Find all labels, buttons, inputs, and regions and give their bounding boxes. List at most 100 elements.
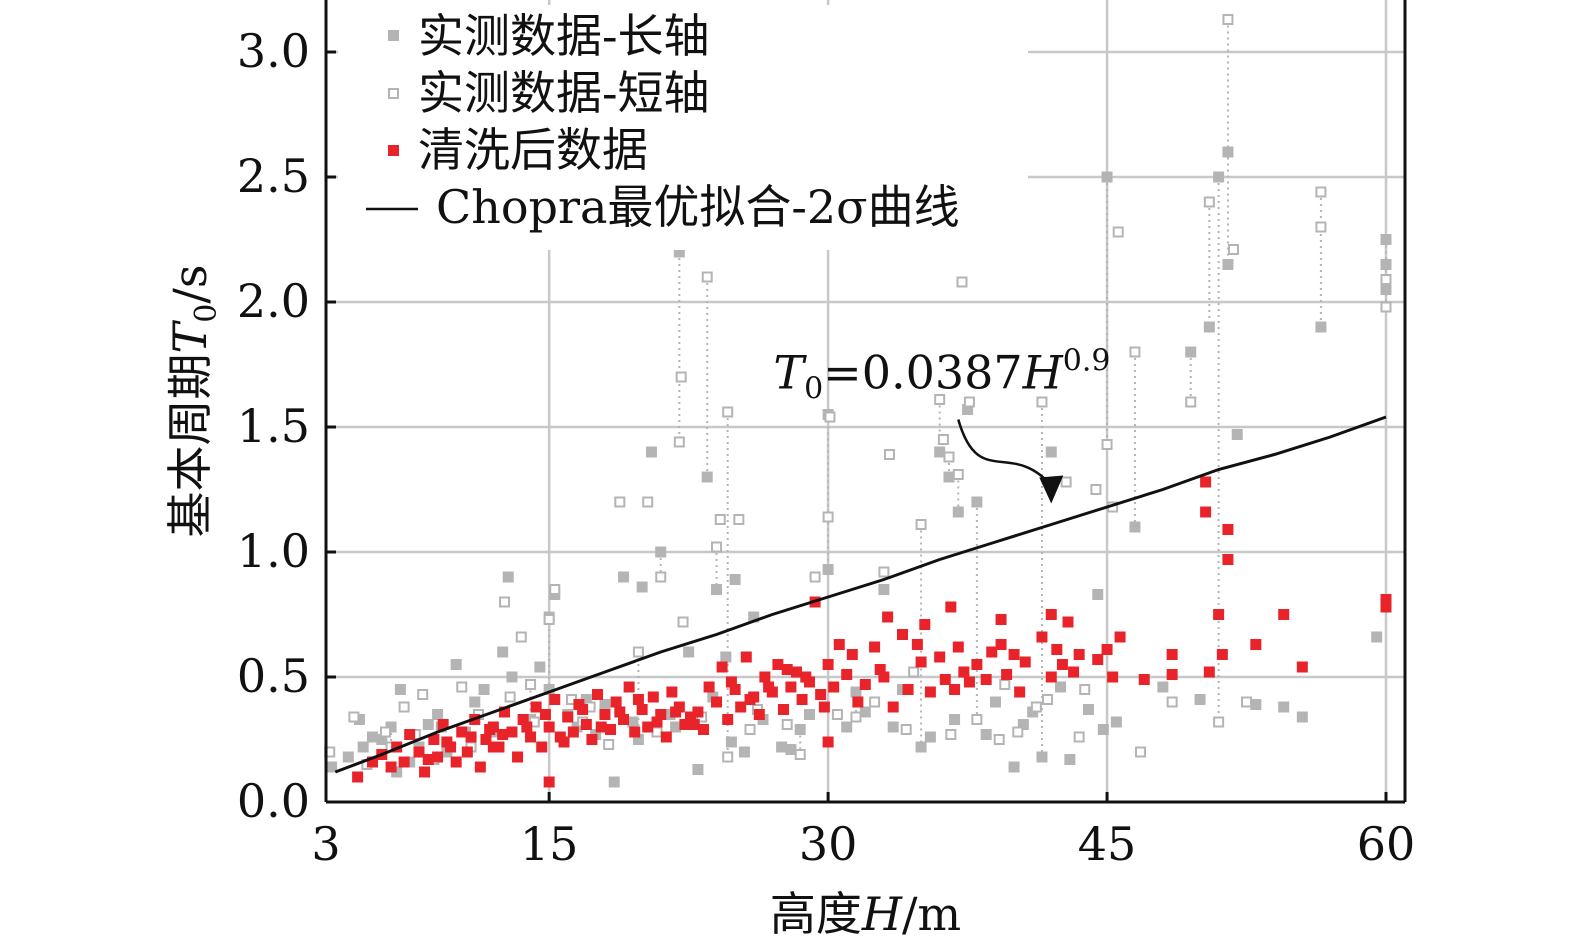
point-cleaned — [1068, 666, 1080, 678]
y-axis-label-unit: /s — [163, 265, 217, 304]
point-measured-long — [887, 721, 899, 733]
point-measured-short — [824, 411, 836, 423]
point-measured-short — [809, 571, 821, 583]
point-cleaned — [1213, 609, 1225, 620]
point-cleaned — [882, 611, 894, 623]
point-cleaned — [543, 721, 555, 733]
point-cleaned — [398, 756, 410, 768]
legend-marker-measured-long — [388, 30, 399, 41]
point-measured-long — [1296, 711, 1308, 723]
point-cleaned — [428, 734, 440, 745]
point-measured-long — [353, 714, 365, 725]
point-cleaned — [698, 724, 710, 735]
point-measured-long — [1110, 716, 1122, 728]
point-cleaned — [688, 719, 700, 730]
x-axis-label: 高度H/m — [770, 887, 961, 941]
point-cleaned — [1073, 649, 1085, 660]
point-cleaned — [521, 721, 533, 733]
point-measured-long — [1203, 321, 1215, 333]
equation-sup: 0.9 — [1063, 344, 1111, 379]
y-tick-label: 2.5 — [237, 149, 310, 203]
point-measured-long — [450, 659, 462, 670]
point-measured-short — [878, 566, 890, 578]
point-measured-short — [1315, 221, 1327, 233]
point-cleaned — [887, 701, 899, 713]
point-measured-long — [422, 719, 434, 730]
point-measured-short — [794, 749, 806, 760]
point-measured-short — [952, 469, 964, 480]
point-cleaned — [1001, 669, 1013, 680]
point-cleaned — [785, 681, 797, 693]
point-measured-long — [326, 761, 338, 773]
point-measured-long — [725, 736, 737, 748]
point-measured-long — [785, 744, 797, 755]
point-measured-long — [618, 571, 630, 583]
point-measured-long — [645, 446, 657, 458]
point-cleaned — [952, 641, 964, 653]
point-measured-long — [1045, 446, 1057, 458]
point-measured-long — [1064, 754, 1076, 765]
point-measured-long — [1315, 321, 1327, 333]
point-cleaned — [777, 704, 789, 715]
point-measured-short — [655, 571, 667, 583]
point-cleaned — [740, 651, 752, 663]
point-measured-long — [627, 716, 639, 728]
point-measured-short — [1101, 439, 1113, 450]
point-measured-long — [469, 696, 481, 708]
point-measured-short — [1090, 484, 1102, 495]
y-axis-label-var: T — [163, 319, 217, 353]
legend-label-cleaned: 清洗后数据 — [418, 123, 648, 177]
point-measured-long — [1129, 521, 1141, 533]
point-measured-long — [1231, 429, 1243, 440]
point-cleaned — [815, 689, 827, 700]
point-cleaned — [543, 776, 555, 788]
point-measured-long — [376, 734, 388, 745]
point-measured-short — [504, 691, 516, 703]
x-axis-label-main: 高度 — [770, 887, 862, 941]
point-cleaned — [1200, 506, 1212, 518]
point-measured-short — [1042, 694, 1054, 705]
point-cleaned — [385, 761, 397, 773]
point-cleaned — [986, 646, 998, 658]
point-measured-long — [478, 684, 490, 695]
x-tick-label: 3 — [311, 817, 340, 871]
point-cleaned — [1200, 476, 1212, 488]
point-measured-long — [915, 741, 927, 753]
point-cleaned — [480, 734, 492, 745]
point-cleaned — [450, 756, 462, 768]
point-cleaned — [592, 689, 604, 700]
point-measured-long — [804, 709, 816, 720]
legend-label-measured-short: 实测数据-短轴 — [418, 66, 710, 120]
point-measured-short — [869, 696, 881, 708]
point-measured-short — [1135, 746, 1147, 758]
point-cleaned — [487, 741, 499, 753]
point-measured-long — [850, 686, 862, 698]
point-measured-short — [515, 631, 527, 643]
equation-annotation: T0=0.0387H0.9 — [773, 344, 1111, 504]
point-cleaned — [670, 706, 682, 718]
point-measured-long — [1278, 701, 1290, 713]
point-cleaned — [1222, 554, 1234, 565]
x-tick-label: 30 — [799, 817, 858, 871]
point-measured-long — [342, 751, 354, 763]
point-measured-long — [989, 696, 1001, 708]
point-measured-short — [1228, 244, 1240, 255]
point-measured-short — [722, 406, 734, 418]
y-tick-label: 1.5 — [237, 399, 310, 453]
point-cleaned — [1250, 639, 1262, 650]
point-measured-long — [980, 729, 992, 740]
point-measured-short — [956, 276, 968, 288]
point-cleaned — [1008, 649, 1020, 660]
y-tick-label: 2.0 — [237, 274, 310, 328]
point-measured-long — [1097, 724, 1109, 735]
point-measured-long — [502, 571, 514, 583]
point-cleaned — [419, 766, 431, 778]
point-measured-short — [999, 679, 1011, 690]
point-measured-long — [794, 724, 806, 735]
point-cleaned — [859, 679, 871, 690]
point-measured-long — [1017, 719, 1029, 730]
point-cleaned — [1045, 609, 1057, 620]
point-measured-long — [670, 721, 682, 733]
equation-sub-0: 0 — [804, 372, 823, 407]
point-measured-long — [543, 684, 555, 695]
